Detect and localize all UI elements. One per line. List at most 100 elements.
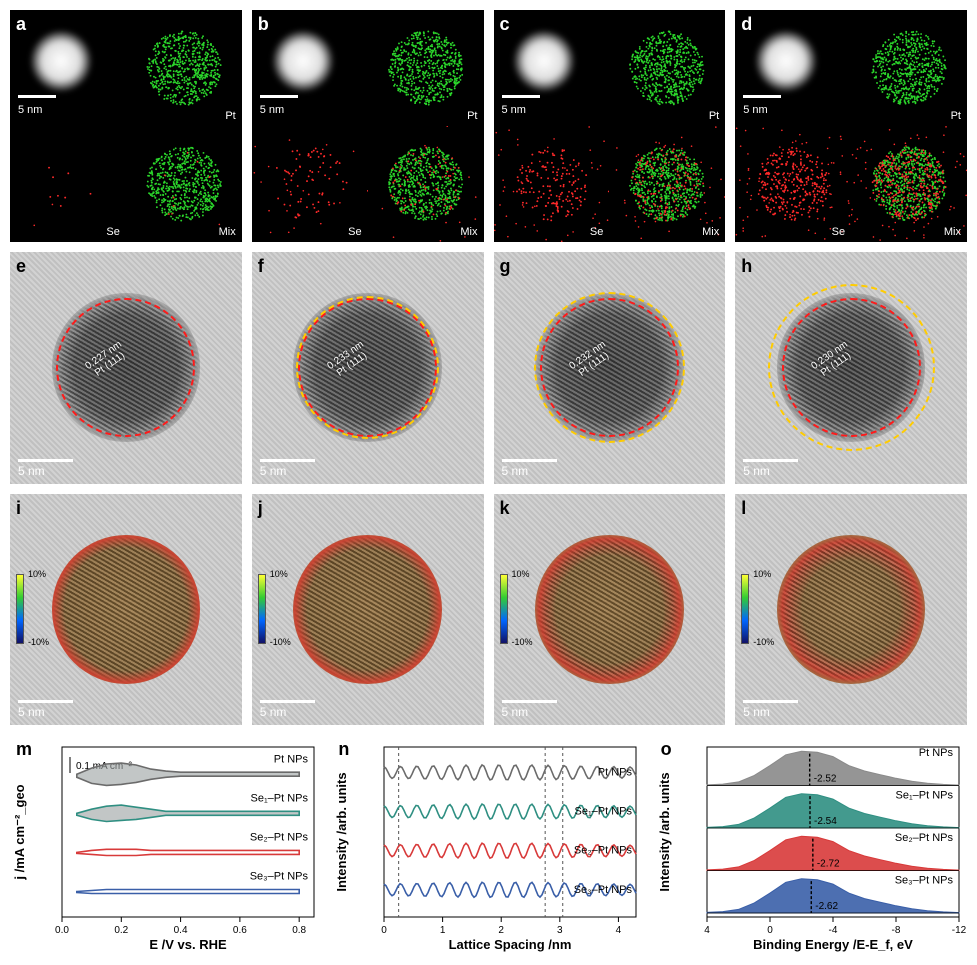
eds-cell-pt: Pt (126, 10, 242, 126)
eds-cell-mix: Mix (851, 126, 967, 242)
eds-panel-a: a5 nm Pt Se Mix (10, 10, 242, 242)
eds-cell-se: Se (252, 126, 368, 242)
scale-bar (260, 459, 315, 462)
nanoparticle (52, 535, 200, 683)
eds-tag: Mix (219, 226, 236, 238)
hrtem-image: 0.230 nmPt (111)5 nm (735, 252, 967, 484)
eds-cell-pt: Pt (368, 10, 484, 126)
eds-map (368, 10, 484, 126)
scale-text: 5 nm (502, 104, 526, 116)
panel-label: j (258, 498, 263, 519)
eds-cell-mix: Mix (368, 126, 484, 242)
hrtem-panel-h: h0.230 nmPt (111)5 nm (735, 252, 967, 484)
hrtem-panel-k: k 10% -10% 5 nm (494, 494, 726, 726)
colorbar-max: 10% (753, 569, 771, 579)
lattice-fringes (293, 535, 441, 683)
scale-bar (502, 700, 557, 703)
scale-bar (18, 459, 73, 462)
panel-label: a (16, 14, 26, 35)
eds-panel-b: b 5 nm Pt Se Mix (252, 10, 484, 242)
scale-bar (18, 95, 56, 98)
eds-tag: Se (106, 226, 119, 238)
panel-label: b (258, 14, 269, 35)
strain-colorbar (258, 574, 266, 644)
eds-tag: Se (348, 226, 361, 238)
nanoparticle (293, 535, 441, 683)
haadf-blob (31, 31, 91, 91)
eds-tag: Mix (944, 226, 961, 238)
eds-cell-se: Se (10, 126, 126, 242)
nanoparticle (777, 535, 925, 683)
scale-text: 5 nm (260, 464, 287, 478)
hrtem-image: 10%-10%5 nm (10, 494, 242, 726)
scale-bar (743, 700, 798, 703)
panel-n: n Pt NPsSe₁–Pt NPsSe₂–Pt NPsSe₃–Pt NPs01… (332, 735, 644, 955)
panel-label-o: o (661, 739, 672, 760)
eds-cell-mix: Mix (126, 126, 242, 242)
hrtem-panel-g: g0.232 nmPt (111)5 nm (494, 252, 726, 484)
eds-tag: Pt (225, 110, 235, 122)
shell-outline (534, 292, 685, 443)
eds-map (735, 126, 851, 242)
scale-text: 5 nm (743, 705, 770, 719)
strain-colorbar (741, 574, 749, 644)
panel-m: m 0.1 mA cm⁻²Pt NPsSe₁–Pt NPsSe₂–Pt NPsS… (10, 735, 322, 955)
eds-map (851, 126, 967, 242)
eds-map (851, 10, 967, 126)
hrtem-image: 0.227 nmPt (111)5 nm (10, 252, 242, 484)
nanoparticle (535, 535, 683, 683)
eds-map (10, 126, 126, 242)
hrtem-panel-l: l10%-10%5 nm (735, 494, 967, 726)
eds-tag: Se (832, 226, 845, 238)
eds-panel-d: d 5 nm Pt Se Mix (735, 10, 967, 242)
lattice-fringes (777, 535, 925, 683)
eds-cell-haadf: 5 nm (10, 10, 126, 126)
colorbar-min: -10% (753, 637, 774, 647)
haadf-blob (514, 31, 574, 91)
colorbar-min: -10% (512, 637, 533, 647)
eds-cell-pt: Pt (609, 10, 725, 126)
eds-row: a5 nmPtSeMixb5 nmPtSeMixc5 nmPtSeMixd5 n… (10, 10, 967, 242)
eds-panel-c: c5 nmPtSeMix (494, 10, 726, 242)
eds-grid: 5 nm Pt Se Mix (10, 10, 242, 242)
eds-cell-pt: Pt (851, 10, 967, 126)
vb-chart: -2.52Pt NPs-2.54Se₁–Pt NPs-2.72Se₂–Pt NP… (655, 735, 967, 955)
scale-text: 5 nm (743, 104, 767, 116)
scale-text: 5 nm (260, 104, 284, 116)
panel-label: f (258, 256, 264, 277)
eds-cell-haadf: 5 nm (735, 10, 851, 126)
scale-text: 5 nm (502, 705, 529, 719)
cv-chart: 0.1 mA cm⁻²Pt NPsSe₁–Pt NPsSe₂–Pt NPsSe₃… (10, 735, 322, 955)
scale-bar (502, 95, 540, 98)
panel-label: e (16, 256, 26, 277)
eds-cell-haadf: 5 nm (252, 10, 368, 126)
core-outline (56, 298, 195, 437)
eds-map (609, 10, 725, 126)
eds-map (494, 126, 610, 242)
panel-label: d (741, 14, 752, 35)
scale-bar (260, 700, 315, 703)
hrtem-image: 10% -10% 5 nm (735, 494, 967, 726)
eds-cell-mix: Mix (609, 126, 725, 242)
haadf-blob (273, 31, 333, 91)
eds-grid: 5 nm Pt Se Mix (252, 10, 484, 242)
scale-bar (502, 459, 557, 462)
scale-bar (18, 700, 73, 703)
scale-text: 5 nm (18, 464, 45, 478)
eds-map (126, 126, 242, 242)
eds-grid: 5 nm Pt Se Mix (735, 10, 967, 242)
shell-outline (768, 284, 935, 451)
panel-label: k (500, 498, 510, 519)
colorbar-max: 10% (270, 569, 288, 579)
colorbar-max: 10% (512, 569, 530, 579)
hrtem-row-1: e0.227 nmPt (111)5 nmf0.233 nmPt (111)5 … (10, 252, 967, 484)
eds-cell-se: Se (494, 126, 610, 242)
eds-tag: Mix (460, 226, 477, 238)
figure: a5 nmPtSeMixb5 nmPtSeMixc5 nmPtSeMixd5 n… (0, 0, 977, 965)
eds-map (252, 126, 368, 242)
lattice-chart: Pt NPsSe₁–Pt NPsSe₂–Pt NPsSe₃–Pt NPs0123… (332, 735, 644, 955)
hrtem-panel-e: e0.227 nmPt (111)5 nm (10, 252, 242, 484)
hrtem-panel-i: i10%-10%5 nm (10, 494, 242, 726)
colorbar-max: 10% (28, 569, 46, 579)
scale-text: 5 nm (502, 464, 529, 478)
